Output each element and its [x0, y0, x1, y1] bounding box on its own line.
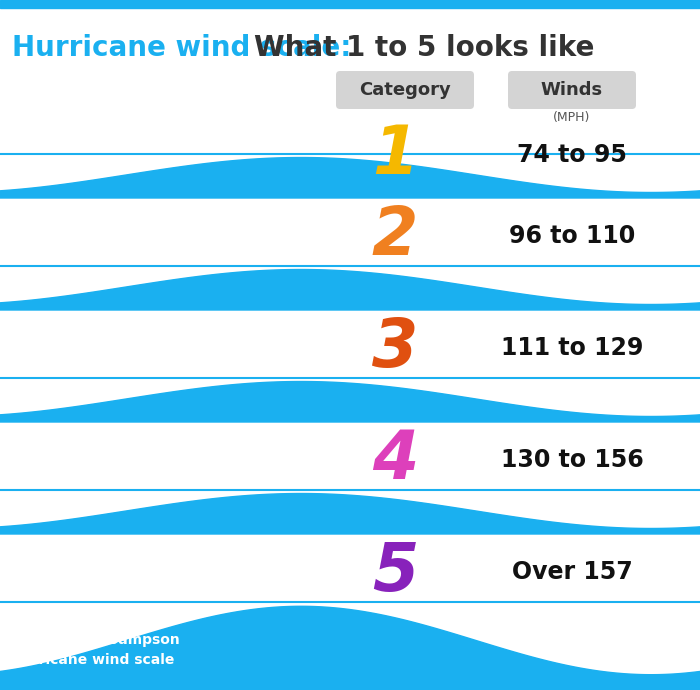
- Text: 74 to 95: 74 to 95: [517, 143, 627, 167]
- Text: 4: 4: [372, 427, 418, 493]
- Text: 5: 5: [372, 539, 418, 605]
- Text: 111 to 129: 111 to 129: [500, 336, 643, 360]
- Text: 96 to 110: 96 to 110: [509, 224, 635, 248]
- Text: What 1 to 5 looks like: What 1 to 5 looks like: [254, 34, 594, 62]
- Text: 1: 1: [372, 122, 418, 188]
- Text: 2: 2: [372, 203, 418, 269]
- Bar: [0, 0, 700, 8]
- Text: Hurricane wind scale:: Hurricane wind scale:: [12, 34, 361, 62]
- FancyBboxPatch shape: [336, 71, 474, 109]
- Text: 3: 3: [372, 315, 418, 381]
- FancyBboxPatch shape: [508, 71, 636, 109]
- Text: Category: Category: [359, 81, 451, 99]
- Text: (MPH): (MPH): [553, 110, 591, 124]
- Text: Over 157: Over 157: [512, 560, 632, 584]
- Text: NOTE Saffir-Sampson
hurricane wind scale: NOTE Saffir-Sampson hurricane wind scale: [12, 633, 180, 667]
- Text: Winds: Winds: [541, 81, 603, 99]
- Text: 130 to 156: 130 to 156: [500, 448, 643, 472]
